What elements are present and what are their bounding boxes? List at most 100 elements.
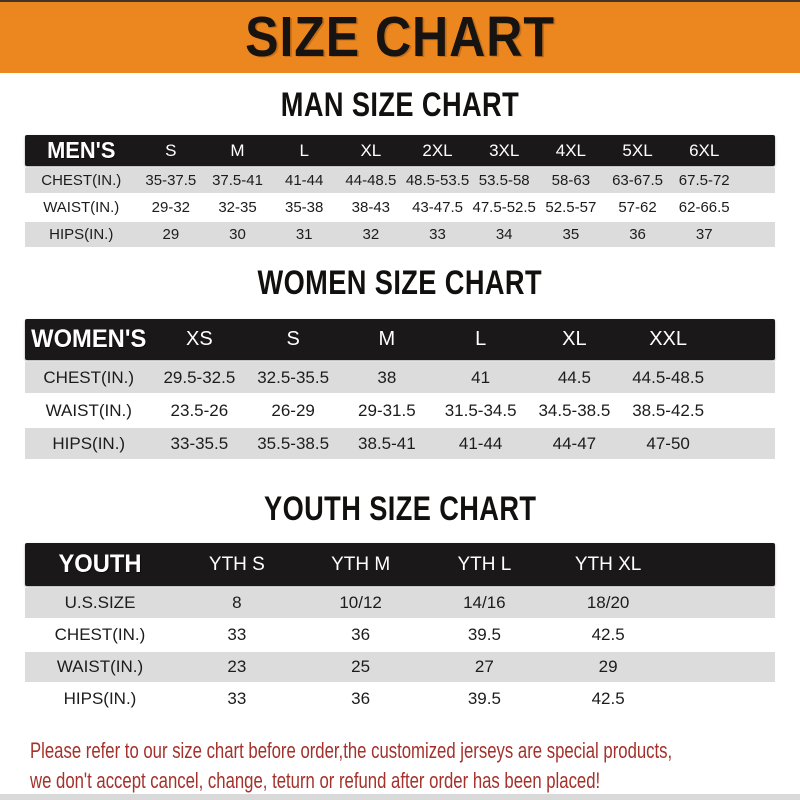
women-table-cell: 29.5-32.5 bbox=[163, 367, 236, 387]
youth-header-bar: YOUTH YTH S YTH M YTH L YTH XL bbox=[25, 543, 775, 586]
men-table-row: CHEST(IN.) 35-37.5 37.5-41 41-44 44-48.5 48.5… bbox=[25, 168, 775, 193]
men-table-cell: 57-62 bbox=[618, 199, 657, 216]
size-chart-banner: SIZE CHART bbox=[0, 0, 800, 73]
men-column-header: 2XL bbox=[422, 140, 453, 160]
women-column-header: S bbox=[286, 328, 300, 350]
size-chart-sections: MAN SIZE CHART MEN'S S M L XL 2XL 3XL 4XL 5XL 6XL C… bbox=[0, 85, 800, 714]
men-table-cell: 36 bbox=[629, 226, 646, 243]
youth-table-cell: 39.5 bbox=[467, 689, 501, 708]
men-column-header: 3XL bbox=[489, 140, 520, 160]
men-table-cell: 63-67.5 bbox=[612, 172, 663, 189]
women-table-cell: 23.5-26 bbox=[170, 400, 229, 420]
row-spacer bbox=[715, 410, 775, 411]
women-table-cell: 41 bbox=[471, 367, 491, 387]
youth-header-label: YOUTH bbox=[58, 550, 142, 578]
men-column-header: 5XL bbox=[622, 140, 653, 160]
women-size-table: WOMEN'S XS S M L XL XXL CHEST(IN.) 29.5-32.5 32.5… bbox=[25, 319, 775, 459]
women-table-cell: 33-35.5 bbox=[170, 433, 229, 453]
women-table-cell: 29-31.5 bbox=[358, 400, 416, 420]
youth-table-row: WAIST(IN.) 23 25 27 29 bbox=[25, 652, 775, 682]
men-table-cell: 37.5-41 bbox=[212, 172, 263, 189]
youth-row-label: CHEST(IN.) bbox=[54, 625, 146, 644]
men-table-cell: 38-43 bbox=[351, 199, 391, 216]
header-spacer bbox=[738, 150, 776, 151]
men-table-cell: 32-35 bbox=[218, 199, 257, 216]
men-row-label: HIPS(IN.) bbox=[49, 226, 114, 243]
men-table-cell: 43-47.5 bbox=[412, 199, 463, 216]
order-note-line-1: Please refer to our size chart before or… bbox=[30, 738, 673, 763]
row-spacer bbox=[738, 207, 776, 208]
women-column-header: XL bbox=[562, 328, 587, 350]
women-heading-text: WOMEN SIZE CHART bbox=[257, 264, 543, 302]
men-table-cell: 31 bbox=[295, 226, 313, 243]
women-table-cell: 44.5 bbox=[557, 367, 591, 387]
women-table-cell: 26-29 bbox=[271, 400, 315, 420]
women-table-row: WAIST(IN.) 23.5-26 26-29 29-31.5 31.5-34.5 34… bbox=[25, 395, 775, 426]
men-table-cell: 37 bbox=[695, 226, 713, 243]
order-note: Please refer to our size chart before or… bbox=[30, 736, 800, 796]
row-spacer bbox=[670, 635, 775, 636]
men-table-cell: 35-38 bbox=[284, 199, 324, 216]
men-size-table: MEN'S S M L XL 2XL 3XL 4XL 5XL 6XL CHEST(IN.) 35-37… bbox=[25, 135, 775, 247]
women-column-header: XXL bbox=[649, 328, 688, 350]
youth-row-label: U.S.SIZE bbox=[64, 593, 136, 612]
men-column-header: 6XL bbox=[689, 140, 720, 160]
header-spacer bbox=[670, 564, 775, 565]
youth-table-cell: 36 bbox=[351, 689, 371, 708]
youth-table-row: HIPS(IN.) 33 36 39.5 42.5 bbox=[25, 684, 775, 714]
youth-table-row: U.S.SIZE 8 10/12 14/16 18/20 bbox=[25, 588, 775, 618]
men-heading-text: MAN SIZE CHART bbox=[280, 86, 520, 124]
row-spacer bbox=[670, 603, 775, 604]
women-row-label: WAIST(IN.) bbox=[45, 400, 132, 420]
youth-section-heading: YOUTH SIZE CHART bbox=[0, 489, 800, 529]
youth-column-header: YTH M bbox=[331, 553, 391, 575]
section-youth: YOUTH SIZE CHART YOUTH YTH S YTH M YTH L YTH … bbox=[0, 489, 800, 714]
men-table-cell: 47.5-52.5 bbox=[472, 199, 536, 216]
women-header-bar: WOMEN'S XS S M L XL XXL bbox=[25, 319, 775, 360]
youth-row-label: WAIST(IN.) bbox=[56, 657, 144, 676]
men-table-cell: 67.5-72 bbox=[678, 172, 730, 189]
youth-table-cell: 33 bbox=[227, 625, 247, 644]
women-section-heading: WOMEN SIZE CHART bbox=[0, 263, 800, 303]
youth-table-cell: 42.5 bbox=[591, 625, 625, 644]
men-table-cell: 33 bbox=[429, 226, 446, 243]
youth-table-cell: 23 bbox=[227, 657, 247, 676]
youth-table-cell: 27 bbox=[474, 657, 494, 676]
men-table-cell: 30 bbox=[229, 226, 246, 243]
youth-table-row: CHEST(IN.) 33 36 39.5 42.5 bbox=[25, 620, 775, 650]
men-table-cell: 29-32 bbox=[151, 199, 191, 216]
men-table-cell: 29 bbox=[162, 226, 180, 243]
men-column-header: M bbox=[230, 140, 245, 160]
men-table-row: WAIST(IN.) 29-32 32-35 35-38 38-43 43-47.5 47.… bbox=[25, 195, 775, 220]
row-spacer bbox=[715, 377, 775, 378]
row-spacer bbox=[670, 699, 775, 700]
men-column-header: S bbox=[165, 140, 177, 160]
women-table-cell: 47-50 bbox=[646, 433, 690, 453]
men-row-label: CHEST(IN.) bbox=[41, 172, 122, 189]
men-header-label: MEN'S bbox=[47, 137, 116, 163]
men-table-cell: 35-37.5 bbox=[145, 172, 197, 189]
youth-table-cell: 39.5 bbox=[467, 625, 501, 644]
youth-heading-text: YOUTH SIZE CHART bbox=[263, 490, 537, 528]
row-spacer bbox=[670, 667, 775, 668]
men-table-cell: 41-44 bbox=[284, 172, 324, 189]
section-women: WOMEN SIZE CHART WOMEN'S XS S M L XL XXL CHEST(I… bbox=[0, 263, 800, 459]
women-table-cell: 44-47 bbox=[552, 433, 597, 453]
youth-size-table: YOUTH YTH S YTH M YTH L YTH XL U.S.SIZE 8 10/12… bbox=[25, 543, 775, 714]
row-spacer bbox=[738, 180, 776, 181]
youth-table-cell: 42.5 bbox=[591, 689, 625, 708]
men-table-cell: 62-66.5 bbox=[678, 199, 730, 216]
youth-table-cell: 14/16 bbox=[463, 593, 506, 612]
section-men: MAN SIZE CHART MEN'S S M L XL 2XL 3XL 4XL 5XL 6XL C… bbox=[0, 85, 800, 247]
women-table-cell: 41-44 bbox=[458, 433, 503, 453]
women-table-cell: 34.5-38.5 bbox=[538, 400, 611, 420]
men-column-header: XL bbox=[360, 140, 382, 160]
youth-column-header: YTH L bbox=[457, 553, 512, 575]
women-column-header: L bbox=[475, 328, 487, 350]
youth-table-cell: 33 bbox=[227, 689, 247, 708]
men-section-heading: MAN SIZE CHART bbox=[0, 85, 800, 125]
women-column-header: M bbox=[378, 328, 396, 350]
youth-table-cell: 25 bbox=[351, 657, 371, 676]
women-row-label: CHEST(IN.) bbox=[43, 367, 135, 387]
row-spacer bbox=[738, 234, 776, 235]
